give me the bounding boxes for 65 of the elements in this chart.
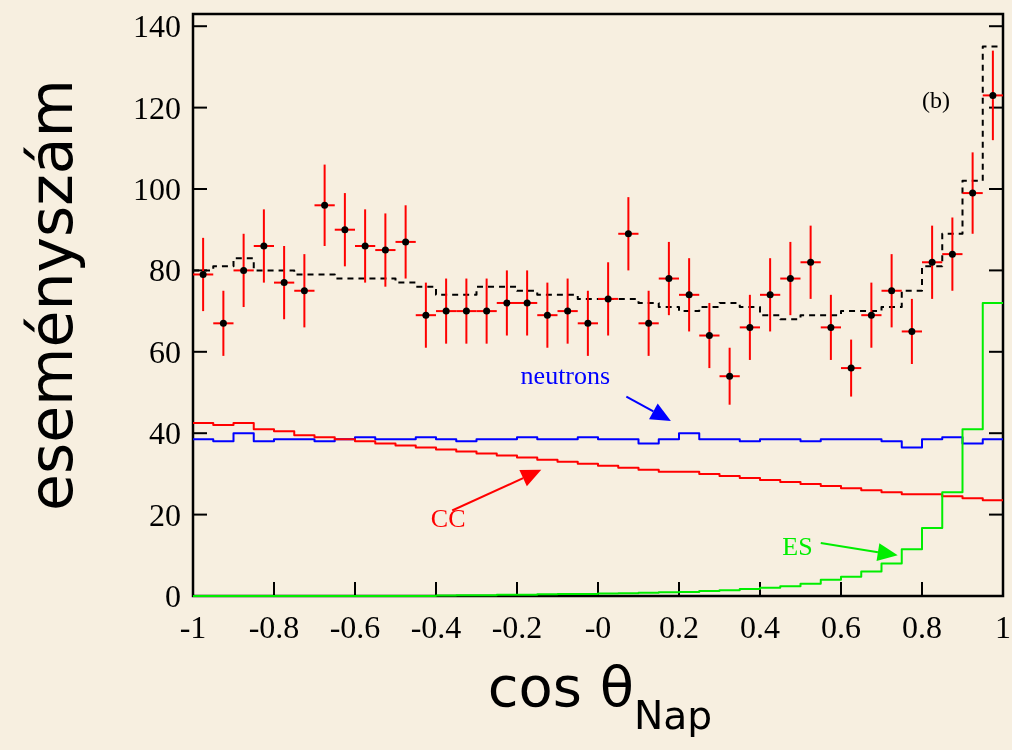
annotation: (b): [922, 86, 950, 113]
point: [402, 238, 410, 246]
point: [280, 279, 288, 287]
x-tick-label: 1: [995, 609, 1011, 645]
x-tick-label: -0.6: [329, 609, 381, 645]
point: [746, 323, 754, 331]
y-tick-label: 120: [133, 89, 181, 126]
point: [240, 266, 248, 274]
y-tick-label: 60: [149, 333, 181, 370]
y-tick-label: 140: [133, 8, 181, 45]
x-tick-label: -0.8: [248, 609, 300, 645]
point: [969, 189, 977, 197]
point: [300, 287, 308, 295]
series-label: neutrons: [520, 361, 611, 391]
y-tick-label: 40: [149, 415, 181, 452]
point: [928, 258, 936, 266]
y-tick-label: 0: [165, 578, 181, 614]
point: [908, 327, 916, 335]
x-tick-label: 0.8: [902, 609, 942, 645]
x-tick-label: 0.4: [740, 609, 780, 645]
point: [462, 307, 470, 315]
point: [483, 307, 491, 315]
point: [503, 299, 511, 307]
x-tick-label: 0.2: [659, 609, 699, 645]
y-tick-label: 80: [149, 252, 181, 289]
point: [827, 323, 835, 331]
point: [361, 242, 369, 250]
point: [948, 250, 956, 258]
x-axis-title: cos θ$_{Nap}$: [487, 654, 713, 738]
y-tick-label: 100: [133, 171, 181, 208]
x-tick-label: -0.4: [410, 609, 462, 645]
point: [685, 291, 693, 299]
point: [847, 364, 855, 372]
point: [766, 291, 774, 299]
point: [543, 311, 551, 319]
point: [219, 319, 227, 327]
y-tick-label: 20: [149, 496, 181, 533]
point: [624, 230, 632, 238]
point: [665, 275, 673, 283]
point: [604, 295, 612, 303]
point: [584, 319, 592, 327]
series-label: CC: [430, 503, 466, 533]
point: [989, 91, 997, 99]
point: [523, 299, 531, 307]
x-tick-label: 0.6: [821, 609, 861, 645]
point: [260, 242, 268, 250]
y-axis-title: eseményszám: [16, 79, 86, 511]
legend-label: ES: [782, 532, 813, 562]
point: [341, 226, 349, 234]
point: [199, 270, 207, 278]
point: [321, 201, 329, 209]
point: [422, 311, 430, 319]
point: [442, 307, 450, 315]
point: [867, 311, 875, 319]
point: [726, 372, 734, 380]
point: [564, 307, 572, 315]
point: [786, 275, 794, 283]
x-tick-label: -1: [179, 609, 207, 645]
point: [807, 258, 815, 266]
point: [705, 332, 713, 340]
point: [645, 319, 653, 327]
point: [888, 287, 896, 295]
point: [381, 246, 389, 254]
x-tick-label: -0: [584, 609, 612, 645]
x-tick-label: -0.2: [491, 609, 543, 645]
